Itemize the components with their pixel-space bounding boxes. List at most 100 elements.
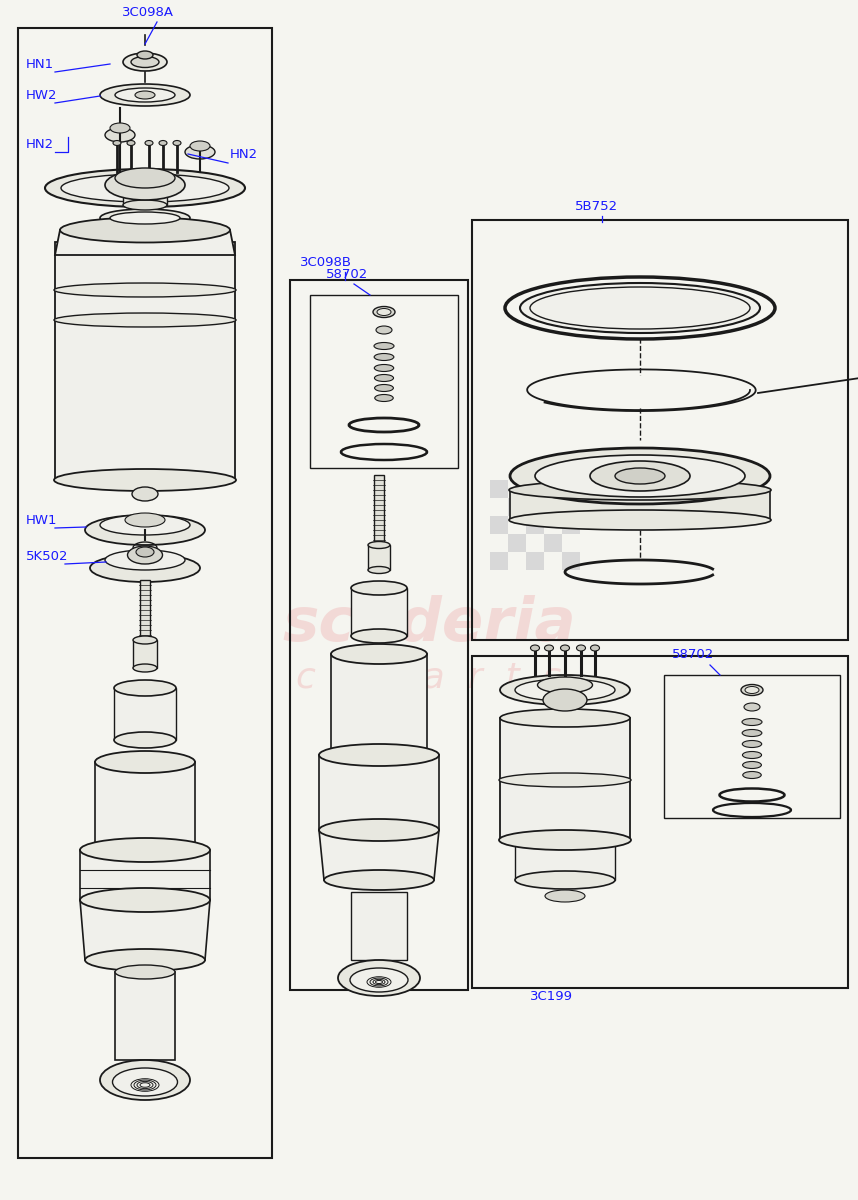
Bar (526, 480, 544, 498)
Polygon shape (123, 188, 167, 205)
Bar (18, 28, 272, 1158)
Polygon shape (80, 900, 210, 960)
Ellipse shape (350, 968, 408, 992)
Ellipse shape (535, 455, 745, 497)
Ellipse shape (742, 740, 762, 748)
Ellipse shape (374, 342, 394, 349)
Polygon shape (133, 640, 157, 668)
Ellipse shape (351, 629, 407, 643)
Bar (508, 498, 526, 516)
Ellipse shape (145, 140, 153, 145)
Ellipse shape (615, 468, 665, 484)
Text: 3C098B: 3C098B (300, 256, 352, 269)
Ellipse shape (500, 674, 630, 704)
Ellipse shape (45, 169, 245, 206)
Ellipse shape (375, 384, 394, 391)
Ellipse shape (331, 644, 427, 664)
Ellipse shape (90, 554, 200, 582)
Ellipse shape (319, 744, 439, 766)
Ellipse shape (375, 395, 393, 402)
Bar (472, 656, 848, 988)
Polygon shape (500, 718, 630, 840)
Ellipse shape (123, 53, 167, 71)
Ellipse shape (185, 145, 215, 158)
Ellipse shape (560, 646, 570, 650)
Polygon shape (80, 850, 210, 900)
Text: HW2: HW2 (26, 89, 57, 102)
Ellipse shape (113, 140, 121, 145)
Ellipse shape (515, 679, 615, 701)
Text: 3C098A: 3C098A (122, 6, 174, 19)
Polygon shape (368, 545, 390, 570)
Ellipse shape (125, 514, 165, 527)
Ellipse shape (741, 684, 763, 696)
Polygon shape (55, 230, 235, 254)
Ellipse shape (515, 871, 615, 889)
Ellipse shape (537, 677, 593, 692)
Ellipse shape (324, 870, 434, 890)
Ellipse shape (545, 646, 553, 650)
Polygon shape (351, 892, 407, 960)
Polygon shape (351, 588, 407, 636)
Ellipse shape (159, 140, 167, 145)
Text: HN2: HN2 (230, 148, 258, 161)
Polygon shape (515, 840, 615, 880)
Ellipse shape (190, 140, 210, 151)
Polygon shape (140, 580, 150, 640)
Text: 3C199: 3C199 (530, 990, 573, 1003)
Ellipse shape (376, 326, 392, 334)
Text: HN2: HN2 (26, 138, 54, 151)
Polygon shape (95, 762, 195, 850)
Ellipse shape (743, 762, 761, 768)
Ellipse shape (110, 122, 130, 133)
Ellipse shape (100, 84, 190, 106)
Polygon shape (319, 755, 439, 830)
Ellipse shape (112, 1068, 178, 1096)
Ellipse shape (590, 461, 690, 491)
Ellipse shape (577, 646, 585, 650)
Ellipse shape (128, 546, 162, 564)
Ellipse shape (100, 1060, 190, 1100)
Polygon shape (55, 242, 235, 480)
Bar (562, 480, 580, 498)
Ellipse shape (100, 515, 190, 535)
Bar (562, 516, 580, 534)
Text: 58702: 58702 (672, 648, 714, 661)
Ellipse shape (173, 140, 181, 145)
Ellipse shape (133, 664, 157, 672)
Ellipse shape (100, 209, 190, 227)
Ellipse shape (742, 719, 762, 726)
Ellipse shape (368, 566, 390, 574)
Ellipse shape (373, 306, 395, 318)
Ellipse shape (374, 374, 394, 382)
Ellipse shape (95, 751, 195, 773)
Ellipse shape (520, 283, 760, 332)
Ellipse shape (319, 818, 439, 841)
Text: 5K502: 5K502 (26, 550, 69, 563)
Ellipse shape (85, 949, 205, 971)
Bar (310, 295, 458, 468)
Ellipse shape (114, 732, 176, 748)
Ellipse shape (105, 128, 135, 142)
Ellipse shape (80, 838, 210, 862)
Text: 58702: 58702 (326, 268, 368, 281)
Ellipse shape (374, 365, 394, 372)
Polygon shape (115, 972, 175, 1060)
Ellipse shape (110, 212, 180, 224)
Ellipse shape (744, 703, 760, 710)
Ellipse shape (374, 354, 394, 360)
Bar (526, 516, 544, 534)
Ellipse shape (115, 168, 175, 188)
Ellipse shape (590, 646, 600, 650)
Polygon shape (331, 654, 427, 755)
Ellipse shape (133, 636, 157, 644)
Ellipse shape (499, 830, 631, 850)
Bar (544, 498, 562, 516)
Text: 5B752: 5B752 (575, 200, 618, 214)
Bar (490, 516, 508, 534)
Ellipse shape (135, 91, 155, 98)
Ellipse shape (54, 313, 236, 326)
Ellipse shape (509, 480, 771, 500)
Ellipse shape (500, 709, 630, 727)
Bar (544, 534, 562, 552)
